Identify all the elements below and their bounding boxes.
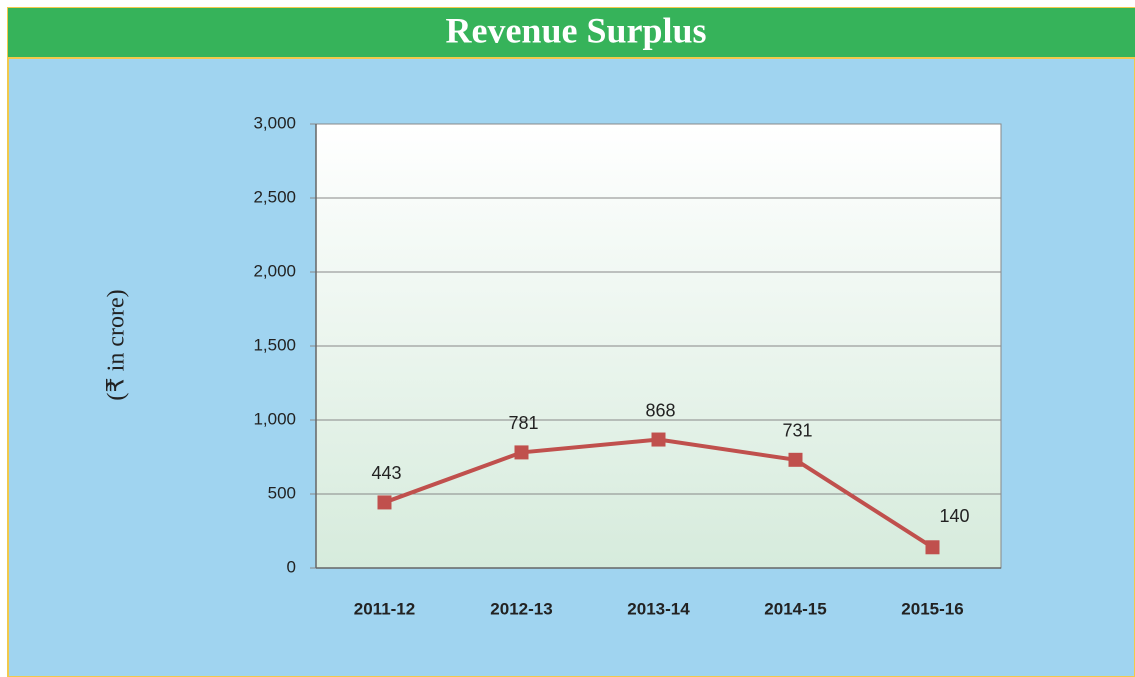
data-label: 868: [645, 400, 675, 420]
marker: [925, 540, 940, 555]
data-label: 140: [939, 506, 969, 526]
x-tick-label: 2014-15: [764, 599, 826, 618]
x-tick-label: 2011-12: [354, 599, 415, 618]
y-tick-label: 1,000: [253, 409, 296, 428]
x-tick-label: 2015-16: [901, 599, 963, 618]
y-tick-label: 3,000: [253, 113, 296, 132]
chart-title: Revenue Surplus: [445, 10, 706, 50]
y-axis-label: (₹ in crore): [104, 289, 130, 400]
title-banner: [8, 8, 1135, 58]
y-tick-label: 2,000: [253, 261, 296, 280]
marker: [377, 495, 392, 510]
y-tick-label: 1,500: [253, 335, 296, 354]
y-tick-label: 2,500: [253, 187, 296, 206]
x-tick-label: 2012-13: [490, 599, 552, 618]
x-tick-label: 2013-14: [627, 599, 690, 618]
data-label: 731: [782, 421, 812, 441]
marker: [651, 432, 666, 447]
data-label: 781: [508, 413, 538, 433]
marker: [788, 452, 803, 467]
data-label: 443: [371, 463, 401, 483]
y-tick-label: 0: [287, 557, 296, 576]
y-tick-label: 500: [268, 483, 296, 502]
marker: [514, 445, 529, 460]
